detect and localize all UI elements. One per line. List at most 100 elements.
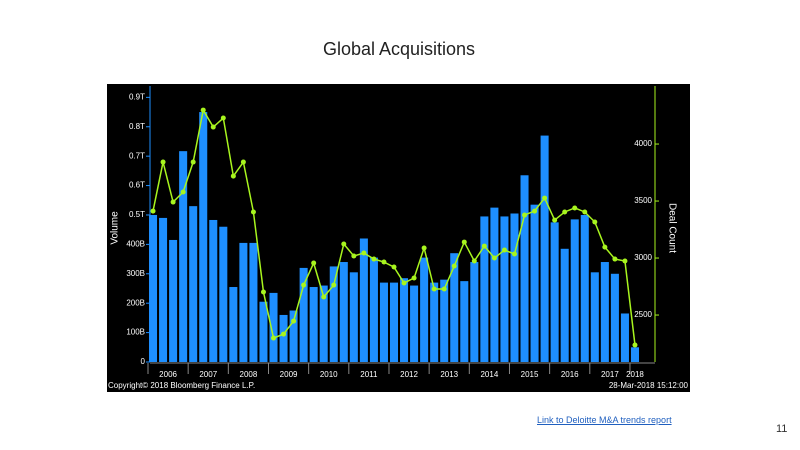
bar bbox=[530, 204, 539, 362]
bar bbox=[610, 273, 619, 362]
y-tick-label: 0.6T bbox=[129, 181, 145, 190]
bar bbox=[580, 214, 589, 362]
y-tick-label: 200B bbox=[126, 298, 145, 307]
line-point bbox=[240, 159, 246, 165]
bar bbox=[440, 279, 449, 362]
x-tick-label: 2015 bbox=[521, 370, 539, 379]
bar bbox=[410, 285, 419, 362]
bar bbox=[379, 282, 388, 362]
line-point bbox=[311, 260, 317, 266]
bar bbox=[149, 214, 158, 362]
bar bbox=[460, 281, 469, 362]
line-point bbox=[160, 159, 166, 165]
x-tick-label: 2016 bbox=[561, 370, 579, 379]
bar bbox=[299, 267, 308, 362]
bar bbox=[169, 239, 178, 362]
line-point bbox=[632, 342, 638, 348]
y-tick-label: 0 bbox=[141, 357, 146, 366]
line-point bbox=[180, 189, 186, 195]
bar bbox=[520, 175, 529, 362]
bar bbox=[420, 257, 429, 362]
bar bbox=[329, 266, 338, 362]
line-point bbox=[271, 335, 277, 341]
line-point bbox=[511, 251, 517, 257]
line-point bbox=[301, 282, 307, 288]
line-point bbox=[321, 294, 327, 300]
line-point bbox=[230, 173, 236, 179]
bar bbox=[510, 213, 519, 362]
x-tick-label: 2014 bbox=[480, 370, 498, 379]
bar bbox=[219, 226, 228, 362]
y2-tick-label: 2500 bbox=[634, 310, 652, 319]
y-tick-label: 100B bbox=[126, 328, 145, 337]
x-tick-label: 2013 bbox=[440, 370, 458, 379]
line-point bbox=[391, 264, 397, 270]
x-tick-label: 2009 bbox=[280, 370, 298, 379]
line-point bbox=[602, 244, 608, 250]
y-tick-label: 0.5T bbox=[129, 210, 145, 219]
y2-tick-label: 4000 bbox=[634, 139, 652, 148]
bar bbox=[339, 262, 348, 362]
line-point bbox=[291, 318, 297, 324]
line-point bbox=[622, 258, 628, 264]
y-tick-label: 0.8T bbox=[129, 122, 145, 131]
bar bbox=[369, 257, 378, 362]
bar bbox=[319, 285, 328, 362]
line-point bbox=[501, 247, 507, 253]
bar bbox=[560, 248, 569, 362]
bar bbox=[389, 282, 399, 362]
chart-title: Global Acquisitions bbox=[323, 39, 475, 59]
bar bbox=[229, 287, 238, 362]
line-point bbox=[471, 258, 477, 264]
line-point bbox=[562, 209, 568, 215]
line-point bbox=[281, 331, 287, 337]
line-point bbox=[441, 286, 447, 292]
line-point bbox=[451, 263, 457, 269]
bar bbox=[309, 287, 318, 362]
line-point bbox=[592, 219, 598, 225]
bar bbox=[490, 207, 499, 362]
line-point bbox=[522, 212, 528, 218]
bar bbox=[590, 272, 599, 362]
line-point bbox=[491, 255, 497, 261]
y-tick-label: 0.9T bbox=[129, 92, 145, 101]
line-point bbox=[552, 217, 558, 223]
line-point bbox=[170, 199, 176, 205]
line-point bbox=[190, 159, 196, 165]
bar bbox=[540, 135, 549, 362]
line-point bbox=[401, 280, 407, 286]
line-point bbox=[150, 208, 156, 214]
bar bbox=[239, 242, 248, 362]
bar bbox=[349, 272, 358, 362]
bar bbox=[249, 242, 258, 362]
line-point bbox=[481, 243, 487, 249]
bar bbox=[289, 310, 298, 362]
line-point bbox=[371, 256, 377, 262]
report-link[interactable]: Link to Deloitte M&A trends report bbox=[537, 415, 672, 425]
bar bbox=[359, 238, 368, 362]
bar bbox=[550, 222, 559, 362]
line-point bbox=[572, 205, 578, 211]
y2-tick-label: 3000 bbox=[634, 253, 652, 262]
bar bbox=[430, 282, 439, 362]
bar bbox=[450, 253, 459, 362]
line-point bbox=[612, 256, 618, 262]
x-tick-label: 2018 bbox=[626, 370, 644, 379]
bar bbox=[189, 206, 198, 362]
line-point bbox=[260, 289, 266, 295]
bar bbox=[500, 216, 509, 362]
page-number: 11 bbox=[776, 423, 788, 435]
footer-timestamp: 28-Mar-2018 15:12:00 bbox=[609, 381, 689, 390]
y2-tick-label: 3500 bbox=[634, 196, 652, 205]
bar bbox=[259, 301, 268, 362]
line-point bbox=[381, 259, 387, 265]
x-tick-label: 2008 bbox=[240, 370, 258, 379]
y-axis-label: Volume bbox=[110, 211, 121, 245]
line-point bbox=[461, 239, 467, 245]
bar bbox=[209, 219, 218, 362]
x-tick-label: 2011 bbox=[360, 370, 378, 379]
line-point bbox=[532, 208, 538, 214]
x-tick-label: 2007 bbox=[199, 370, 217, 379]
